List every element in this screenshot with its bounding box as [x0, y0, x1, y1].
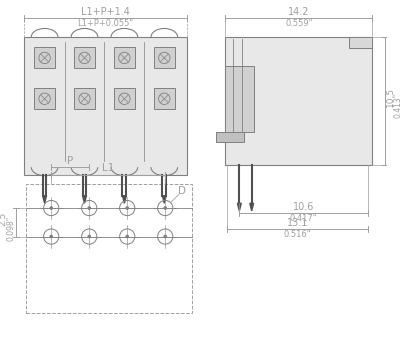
Circle shape — [88, 207, 90, 209]
Bar — [74, 88, 95, 109]
Polygon shape — [122, 196, 126, 203]
Text: L1: L1 — [102, 163, 114, 173]
Text: D: D — [178, 186, 186, 196]
Circle shape — [126, 207, 128, 209]
Text: 10.6: 10.6 — [293, 202, 314, 212]
Circle shape — [50, 207, 52, 209]
Polygon shape — [43, 196, 46, 203]
Bar — [26, 184, 192, 313]
Polygon shape — [162, 196, 166, 203]
Bar — [225, 65, 254, 132]
Text: 10.5: 10.5 — [386, 87, 395, 108]
Bar — [34, 88, 55, 109]
Bar — [349, 37, 372, 48]
Text: 0.417": 0.417" — [290, 214, 317, 223]
Bar — [154, 47, 175, 68]
Bar — [74, 47, 95, 68]
Text: P: P — [67, 156, 73, 166]
Text: L1+P+1.4: L1+P+1.4 — [81, 7, 130, 17]
Text: 2.5: 2.5 — [0, 211, 7, 226]
Circle shape — [164, 207, 166, 209]
Text: 0.413": 0.413" — [393, 92, 400, 118]
Bar — [24, 37, 187, 175]
Text: 0.098": 0.098" — [7, 215, 16, 240]
Circle shape — [88, 235, 90, 238]
Text: 13.1: 13.1 — [287, 218, 308, 228]
Circle shape — [126, 235, 128, 238]
Bar — [154, 88, 175, 109]
Polygon shape — [250, 203, 254, 211]
Bar — [216, 132, 244, 142]
Text: 0.516": 0.516" — [284, 230, 311, 239]
Bar — [225, 37, 372, 165]
Bar — [114, 47, 135, 68]
Text: L1+P+0.055": L1+P+0.055" — [77, 19, 134, 28]
Polygon shape — [82, 196, 86, 203]
Text: 14.2: 14.2 — [288, 7, 310, 17]
Polygon shape — [238, 203, 241, 211]
Circle shape — [164, 235, 166, 238]
Text: 0.559": 0.559" — [285, 19, 312, 28]
Circle shape — [50, 235, 52, 238]
Bar — [34, 47, 55, 68]
Bar — [114, 88, 135, 109]
